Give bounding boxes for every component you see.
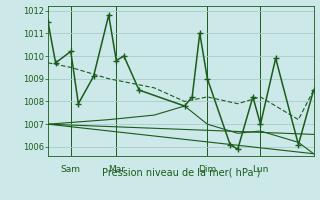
Text: Dim: Dim: [198, 165, 217, 174]
X-axis label: Pression niveau de la mer( hPa ): Pression niveau de la mer( hPa ): [102, 167, 260, 177]
Text: Sam: Sam: [61, 165, 81, 174]
Text: Mar: Mar: [108, 165, 125, 174]
Text: Lun: Lun: [252, 165, 269, 174]
